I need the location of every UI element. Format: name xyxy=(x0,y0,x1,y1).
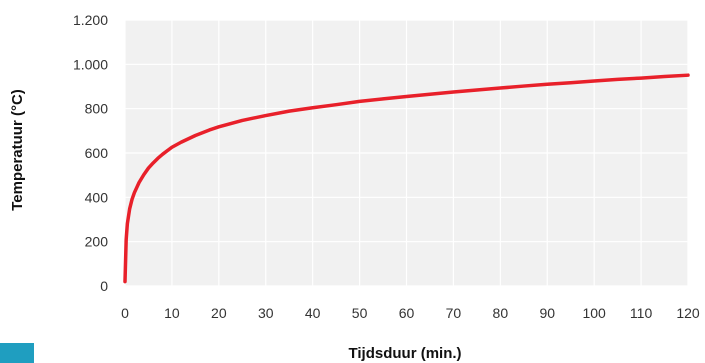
y-axis-title: Temperatuur (°C) xyxy=(9,89,26,211)
grid xyxy=(124,19,689,287)
x-tick-label: 20 xyxy=(211,305,227,321)
x-tick-label: 30 xyxy=(258,305,274,321)
y-axis-ticks: 0 200 400 600 800 1.000 1.200 xyxy=(73,12,108,294)
x-tick-label: 80 xyxy=(493,305,509,321)
y-tick-label: 0 xyxy=(100,278,108,294)
y-tick-label: 1.200 xyxy=(73,12,108,28)
series-line xyxy=(123,73,690,284)
x-tick-label: 100 xyxy=(582,305,606,321)
y-tick-label: 400 xyxy=(85,189,109,205)
x-tick-label: 120 xyxy=(676,305,700,321)
y-tick-label: 800 xyxy=(85,101,109,117)
x-tick-label: 0 xyxy=(121,305,129,321)
x-tick-label: 110 xyxy=(630,305,653,321)
y-tick-label: 1.000 xyxy=(73,56,108,72)
x-tick-label: 60 xyxy=(399,305,415,321)
x-tick-label: 50 xyxy=(352,305,368,321)
y-tick-label: 600 xyxy=(85,145,109,161)
x-tick-label: 40 xyxy=(305,305,321,321)
y-tick-label: 200 xyxy=(85,234,109,250)
x-axis-ticks: 0 10 20 30 40 50 60 70 80 90 100 110 120 xyxy=(121,305,700,321)
accent-block xyxy=(0,343,34,363)
x-tick-label: 10 xyxy=(164,305,180,321)
x-axis-title: Tijdsduur (min.) xyxy=(348,345,461,362)
x-tick-label: 90 xyxy=(539,305,555,321)
x-tick-label: 70 xyxy=(446,305,462,321)
